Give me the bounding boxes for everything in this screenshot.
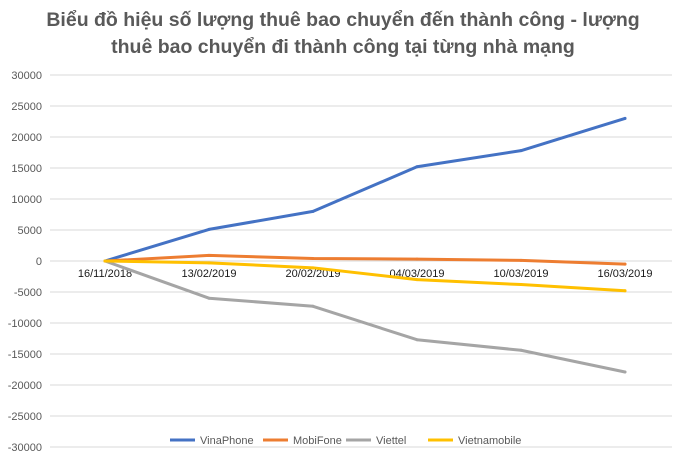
x-tick-label: 10/03/2019 bbox=[493, 268, 548, 280]
y-tick-label: -25000 bbox=[8, 411, 42, 423]
legend-label: MobiFone bbox=[293, 435, 342, 447]
data-point bbox=[415, 338, 419, 342]
y-tick-label: -30000 bbox=[8, 442, 42, 454]
y-tick-label: -15000 bbox=[8, 349, 42, 361]
y-tick-label: 0 bbox=[36, 256, 42, 268]
data-point bbox=[623, 116, 627, 120]
data-point bbox=[623, 370, 627, 374]
series-line-viettel bbox=[103, 259, 627, 374]
y-tick-label: 25000 bbox=[11, 101, 42, 113]
chart-title-line-1: Biểu đồ hiệu số lượng thuê bao chuyển đế… bbox=[46, 9, 640, 31]
data-point bbox=[415, 257, 419, 261]
y-tick-label: -5000 bbox=[14, 287, 42, 299]
data-point bbox=[519, 348, 523, 352]
data-point bbox=[207, 227, 211, 231]
data-point bbox=[103, 259, 107, 263]
data-point bbox=[519, 149, 523, 153]
x-tick-label: 20/02/2019 bbox=[285, 268, 340, 280]
series-line-mobifone bbox=[103, 253, 627, 266]
data-point bbox=[207, 296, 211, 300]
y-tick-label: 15000 bbox=[11, 163, 42, 175]
data-point bbox=[311, 266, 315, 270]
legend-label: VinaPhone bbox=[200, 435, 254, 447]
y-tick-label: 30000 bbox=[11, 70, 42, 82]
data-point bbox=[519, 258, 523, 262]
data-point bbox=[207, 253, 211, 257]
x-tick-label: 13/02/2019 bbox=[181, 268, 236, 280]
data-point bbox=[623, 262, 627, 266]
chart-title-line-2: thuê bao chuyển đi thành công tại từng n… bbox=[111, 36, 575, 58]
legend-label: Vietnamobile bbox=[458, 435, 521, 447]
data-point bbox=[623, 289, 627, 293]
legend-label: Viettel bbox=[376, 435, 406, 447]
y-tick-label: -20000 bbox=[8, 380, 42, 392]
y-tick-label: 10000 bbox=[11, 194, 42, 206]
data-point bbox=[519, 283, 523, 287]
series-line-vietnamobile bbox=[103, 259, 627, 293]
x-tick-label: 16/11/2018 bbox=[78, 268, 132, 280]
data-point bbox=[415, 278, 419, 282]
y-tick-label: 20000 bbox=[11, 132, 42, 144]
data-point bbox=[311, 257, 315, 261]
data-point bbox=[311, 209, 315, 213]
data-point bbox=[415, 165, 419, 169]
data-point bbox=[311, 304, 315, 308]
series-line-vinaphone bbox=[103, 116, 627, 263]
x-tick-label: 16/03/2019 bbox=[597, 268, 652, 280]
y-tick-label: -10000 bbox=[8, 318, 42, 330]
data-point bbox=[207, 261, 211, 265]
y-tick-label: 5000 bbox=[18, 225, 42, 237]
